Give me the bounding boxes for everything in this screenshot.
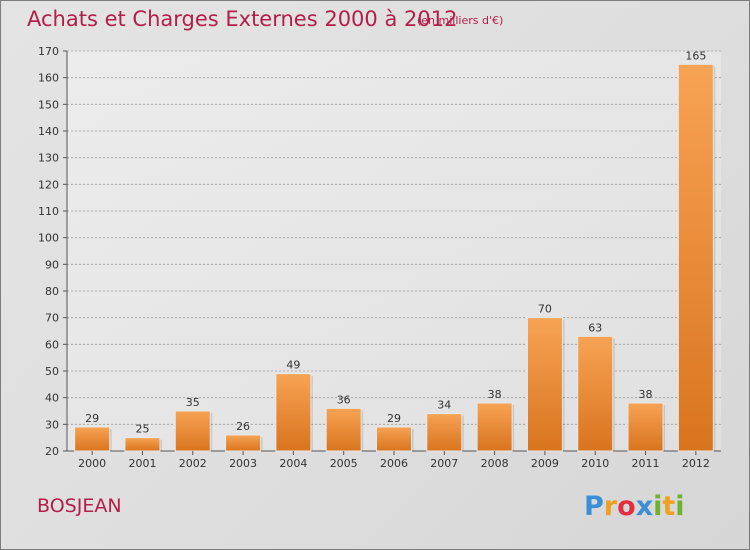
data-label: 165 xyxy=(685,49,706,62)
data-label: 29 xyxy=(85,412,99,425)
data-label: 36 xyxy=(337,393,351,406)
y-tick-label: 170 xyxy=(38,45,59,58)
chart-subtitle: (en milliers d'€) xyxy=(417,14,504,27)
bar xyxy=(275,373,312,452)
x-tick-label: 2001 xyxy=(128,457,156,470)
y-tick-label: 150 xyxy=(38,98,59,111)
y-tick-label: 70 xyxy=(45,312,59,325)
y-tick-label: 40 xyxy=(45,392,59,405)
data-label: 35 xyxy=(186,396,200,409)
y-tick-label: 50 xyxy=(45,365,59,378)
y-tick-label: 80 xyxy=(45,285,59,298)
bar xyxy=(225,434,262,452)
data-label: 49 xyxy=(286,359,300,372)
y-tick-label: 60 xyxy=(45,338,59,351)
x-tick-label: 2007 xyxy=(430,457,458,470)
data-label: 38 xyxy=(639,388,653,401)
bar xyxy=(677,63,714,452)
x-tick-label: 2012 xyxy=(682,457,710,470)
logo-letter: r xyxy=(603,491,618,522)
bar xyxy=(577,335,614,452)
logo-letter: t xyxy=(662,491,676,522)
plot-area xyxy=(67,51,721,451)
bar xyxy=(476,402,513,452)
x-tick-label: 2010 xyxy=(581,457,609,470)
x-tick-label: 2004 xyxy=(279,457,307,470)
y-tick-label: 100 xyxy=(38,232,59,245)
data-label: 38 xyxy=(488,388,502,401)
x-tick-label: 2003 xyxy=(229,457,257,470)
x-tick-label: 2000 xyxy=(78,457,106,470)
bar xyxy=(376,426,412,452)
chart-title: Achats et Charges Externes 2000 à 2012 xyxy=(27,7,458,31)
data-label: 26 xyxy=(236,420,250,433)
bar xyxy=(124,437,161,452)
x-tick-label: 2008 xyxy=(481,457,509,470)
y-tick-label: 110 xyxy=(38,205,59,218)
y-tick-label: 20 xyxy=(45,445,59,458)
y-tick-label: 130 xyxy=(38,152,59,165)
proxiti-logo[interactable]: Proxiti xyxy=(584,491,685,522)
logo-letter: i xyxy=(653,491,663,522)
data-label: 63 xyxy=(588,321,602,334)
bar xyxy=(325,407,362,452)
y-tick-label: 160 xyxy=(38,72,59,85)
bar xyxy=(74,426,111,452)
data-label: 29 xyxy=(387,412,401,425)
data-label: 34 xyxy=(437,399,451,412)
x-tick-label: 2005 xyxy=(330,457,358,470)
y-tick-label: 90 xyxy=(45,258,59,271)
bar xyxy=(526,317,563,452)
logo-letter: x xyxy=(635,491,654,522)
x-tick-label: 2006 xyxy=(380,457,408,470)
data-label: 70 xyxy=(538,303,552,316)
commune-name: BOSJEAN xyxy=(37,495,122,517)
y-tick-label: 30 xyxy=(45,418,59,431)
y-tick-label: 120 xyxy=(38,178,59,191)
logo-letter: i xyxy=(675,491,685,522)
x-tick-label: 2011 xyxy=(632,457,660,470)
x-tick-label: 2009 xyxy=(531,457,559,470)
bar xyxy=(174,410,211,452)
logo-letter: o xyxy=(617,491,636,522)
logo-letter: P xyxy=(584,491,604,522)
bar xyxy=(627,402,664,452)
y-tick-label: 140 xyxy=(38,125,59,138)
data-label: 25 xyxy=(135,423,149,436)
bar xyxy=(426,413,463,452)
x-tick-label: 2002 xyxy=(179,457,207,470)
